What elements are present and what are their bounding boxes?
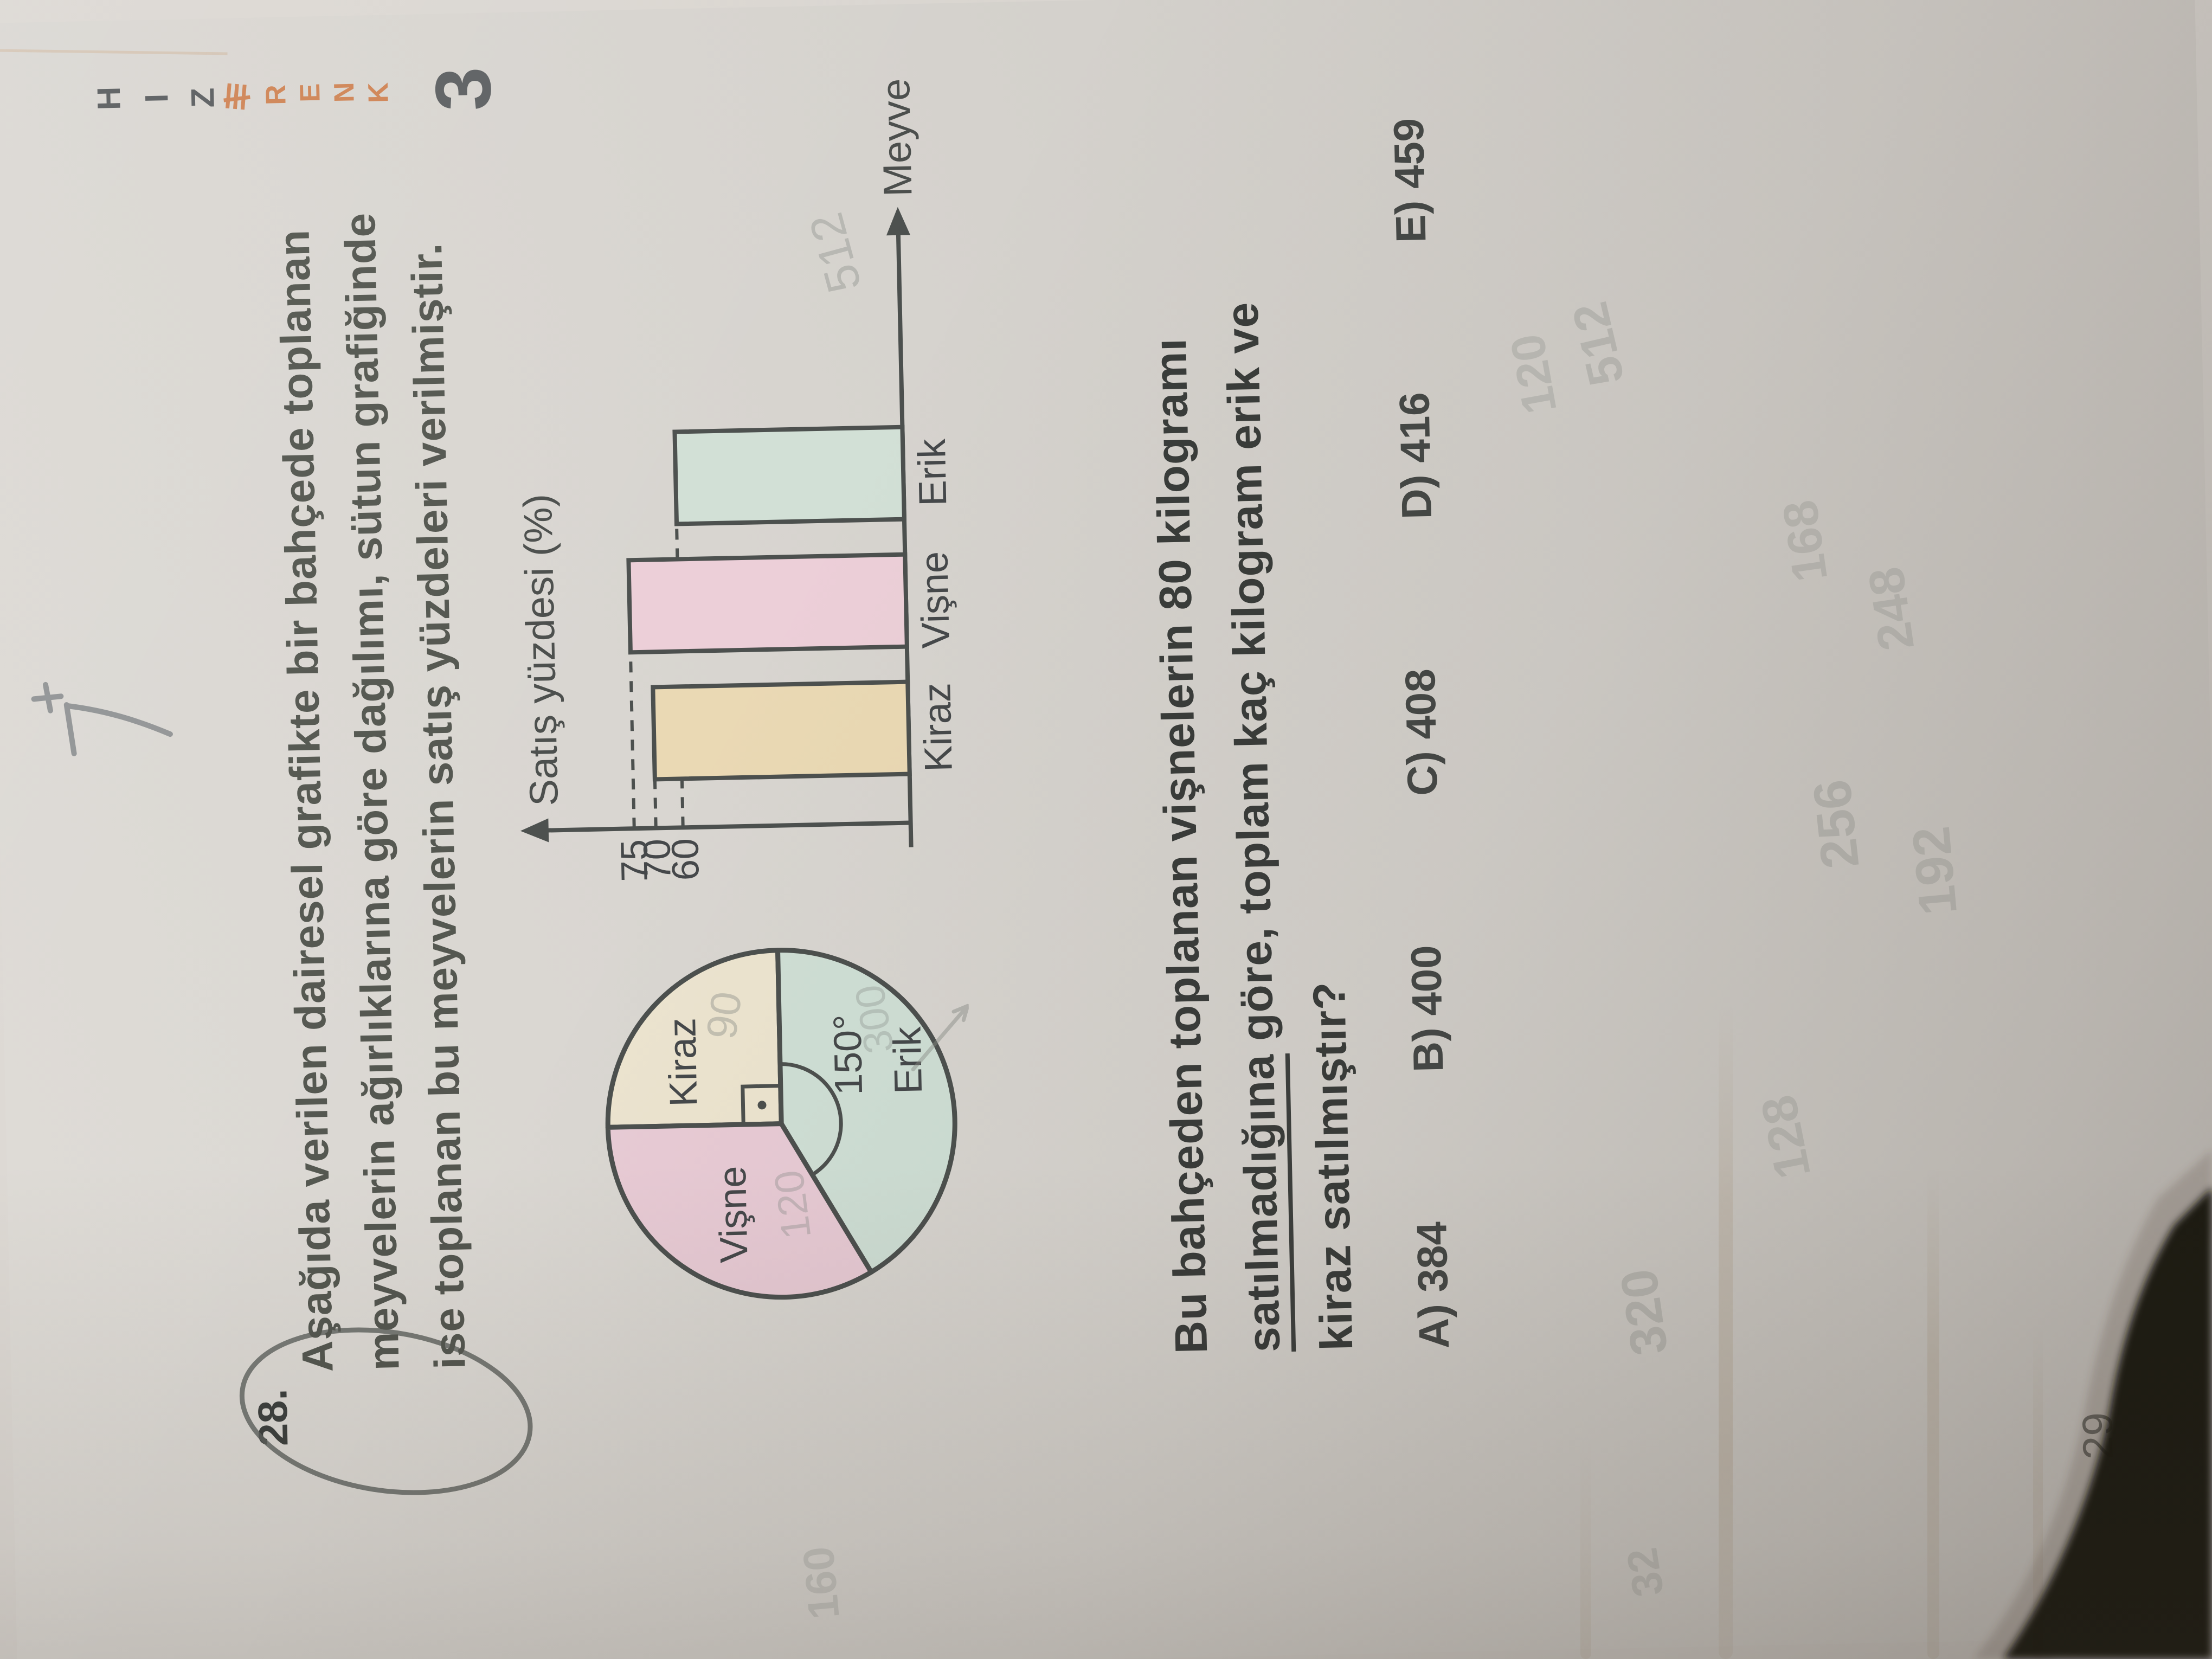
- right-angle-marker-icon: [741, 1084, 781, 1125]
- dashed-guides: [628, 524, 685, 829]
- paper-stain-streak: [1580, 1437, 1591, 1659]
- dark-corner: [2003, 1187, 2212, 1659]
- bar-visne: [626, 552, 909, 655]
- pencil-arrow-icon: [911, 1004, 970, 1072]
- bar-erik: [672, 425, 907, 526]
- paper-stain-streak: [1719, 1003, 1733, 1659]
- x-axis-arrow-icon: [886, 207, 910, 236]
- paper-stain-streak: [1927, 1166, 1939, 1659]
- xcat-visne: Vişne: [912, 551, 958, 648]
- angle-arc-icon: [780, 1062, 843, 1176]
- xcat-erik: Erik: [910, 438, 955, 507]
- pie-slice-kiraz: [605, 948, 784, 1130]
- pie-label-erik: Erik: [886, 1026, 931, 1095]
- pie-chart: Kiraz Vişne 150° Erik 90 120 300: [588, 930, 978, 1317]
- publisher-logo-icon: [222, 81, 256, 113]
- pencil-note-300: 300: [846, 981, 903, 1057]
- pencil-check-mark: [28, 621, 197, 787]
- bar-y-axis-title: Satış yüzdesi (%): [515, 493, 567, 806]
- right-angle-dot-icon: [757, 1101, 767, 1110]
- bar-chart: Satış yüzdesi (%) Meyve 75 70 60 Kiraz: [488, 41, 996, 918]
- bar-kiraz: [651, 679, 912, 782]
- pie-slice-visne: [605, 1121, 874, 1300]
- bar-x-axis-title: Meyve: [873, 78, 921, 197]
- pie-label-angle: 150°: [826, 1014, 871, 1096]
- pencil-note-120: 120: [766, 1168, 820, 1242]
- pie-label-visne: Vişne: [711, 1166, 756, 1263]
- ytick-75: 75: [613, 839, 656, 882]
- ytick-60: 60: [664, 838, 707, 880]
- pie-label-kiraz: Kiraz: [660, 1018, 705, 1108]
- y-axis-line: [542, 820, 911, 833]
- pencil-note-90: 90: [697, 989, 751, 1042]
- xcat-kiraz: Kiraz: [915, 683, 960, 773]
- ytick-70: 70: [635, 839, 679, 882]
- y-axis-arrow-icon: [520, 818, 549, 843]
- pie-slice-erik: [775, 948, 957, 1275]
- hand-drawn-circle: [210, 1285, 608, 1521]
